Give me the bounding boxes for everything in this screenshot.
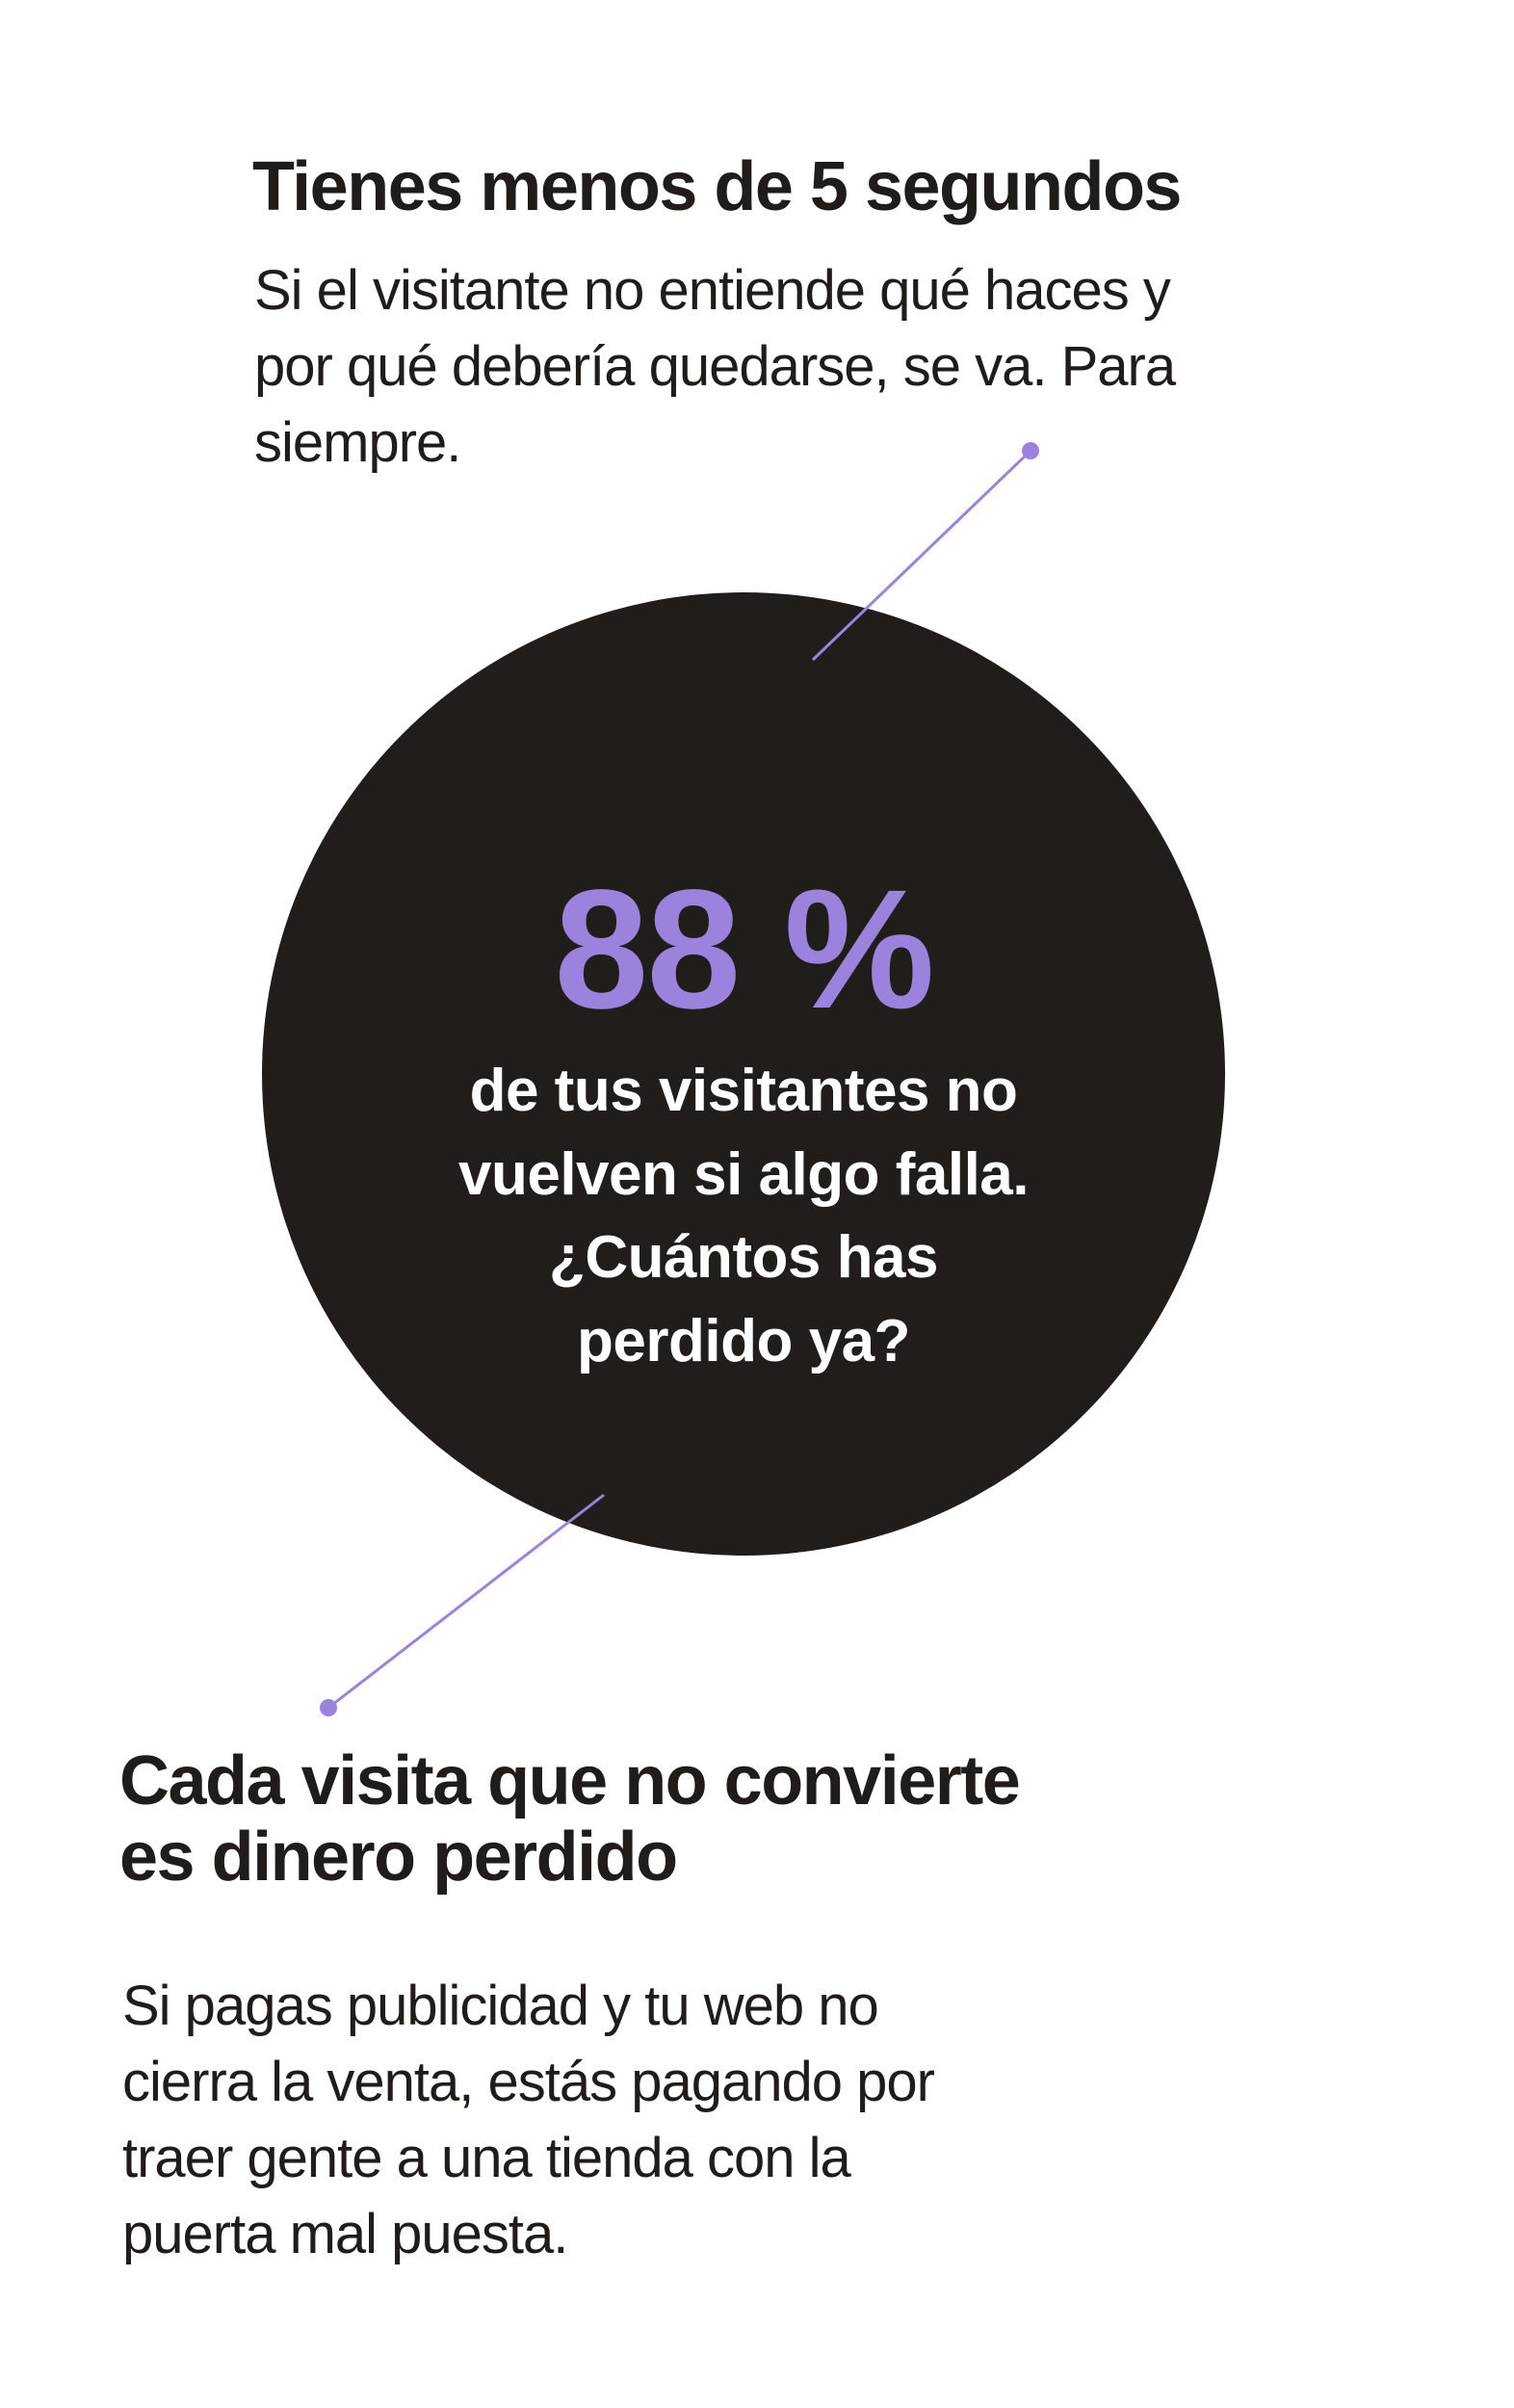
paragraph-line: traer gente a una tienda con la	[122, 2127, 851, 2189]
section1-paragraph: Si el visitante no entiende qué haces y …	[254, 252, 1176, 481]
paragraph-line: puerta mal puesta.	[122, 2203, 568, 2265]
paragraph-line: cierra la venta, estás pagando por	[122, 2051, 935, 2113]
caption-line: perdido ya?	[577, 1307, 910, 1374]
paragraph-line: Si el visitante no entiende qué haces y	[254, 259, 1171, 322]
connector-dot-bottom	[320, 1699, 337, 1716]
section1-heading: Tienes menos de 5 segundos	[252, 148, 1182, 225]
paragraph-line: siempre.	[254, 411, 461, 474]
stat-circle	[262, 592, 1225, 1556]
stat-caption: de tus visitantes no vuelven si algo fal…	[358, 1050, 1129, 1383]
section2-heading: Cada visita que no convierte es dinero p…	[119, 1742, 1021, 1896]
connector-dot-top	[1022, 442, 1039, 459]
heading-line: es dinero perdido	[119, 1819, 678, 1896]
paragraph-line: por qué debería quedarse, se va. Para	[254, 335, 1176, 398]
connector-line-bottom	[327, 1493, 605, 1710]
section2-paragraph: Si pagas publicidad y tu web no cierra l…	[122, 1968, 935, 2272]
caption-line: vuelven si algo falla.	[457, 1140, 1030, 1208]
heading-line: Cada visita que no convierte	[119, 1742, 1021, 1819]
caption-line: ¿Cuántos has	[549, 1224, 938, 1291]
connector-line-top	[811, 449, 1032, 662]
caption-line: de tus visitantes no	[469, 1058, 1018, 1124]
stat-value: 88 %	[554, 855, 934, 1044]
paragraph-line: Si pagas publicidad y tu web no	[122, 1975, 879, 2037]
